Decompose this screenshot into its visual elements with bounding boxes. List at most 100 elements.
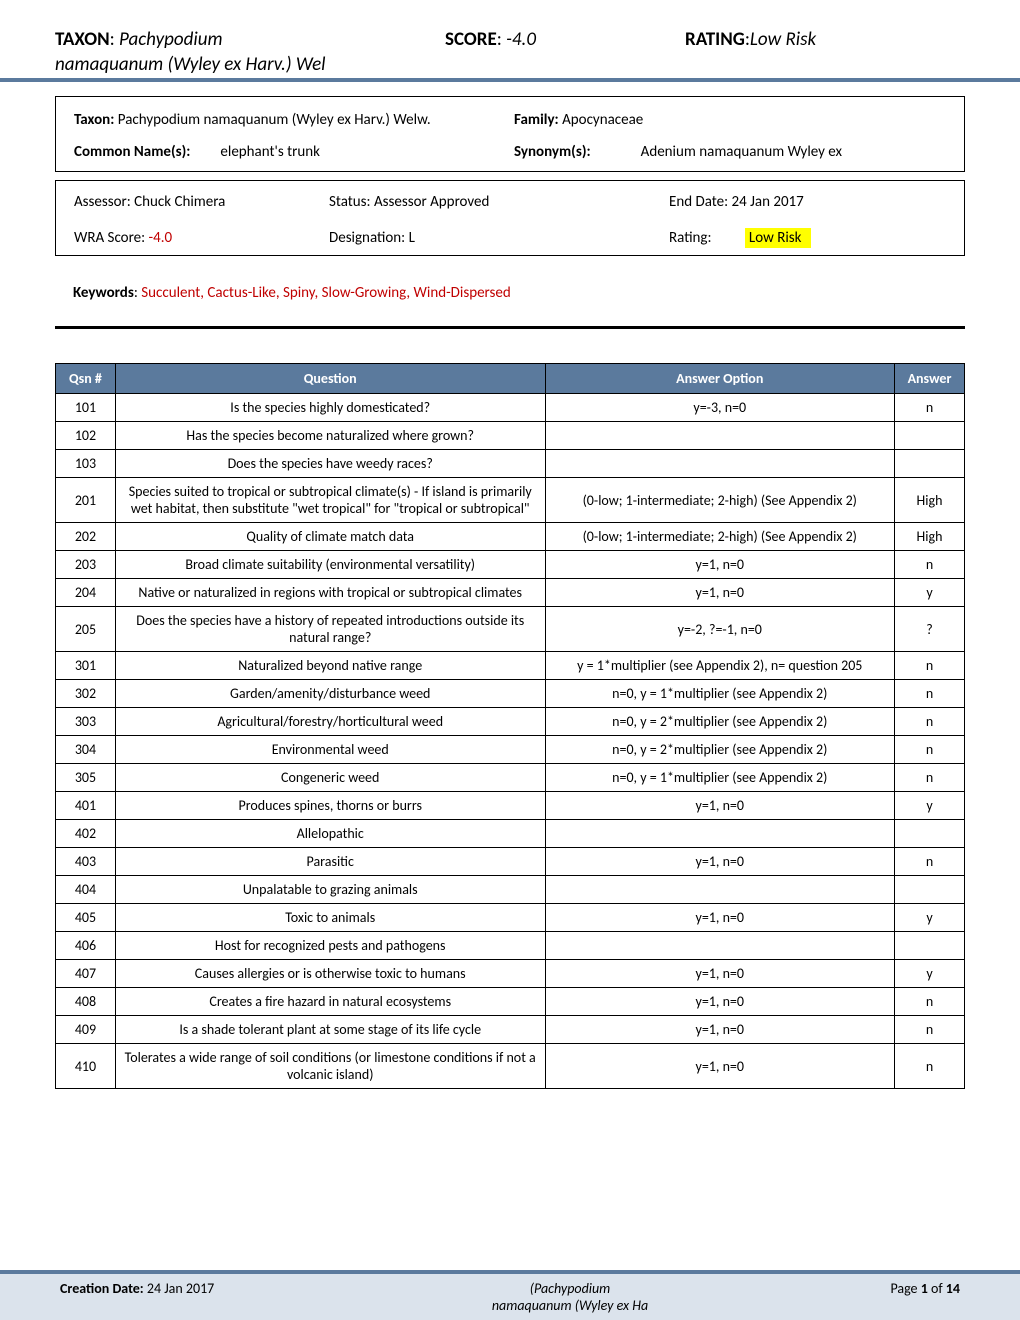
cell-opt: y=-3, n=0 [545,394,895,422]
cell-ans: n [895,1016,965,1044]
cell-qsn: 102 [56,422,116,450]
table-row: 409Is a shade tolerant plant at some sta… [56,1016,965,1044]
footer-taxon: (Pachypodium namaquanum (Wyley ex Ha [400,1280,740,1320]
footer-creation: Creation Date: 24 Jan 2017 [60,1280,400,1320]
cell-q: Congeneric weed [115,764,545,792]
cell-qsn: 204 [56,579,116,607]
page-header: TAXON: Pachypodium SCORE: -4.0 RATING:Lo… [0,0,1020,82]
page-of: of [931,1280,943,1297]
cell-q: Environmental weed [115,736,545,764]
cell-opt: y=1, n=0 [545,1044,895,1089]
cell-ans: y [895,904,965,932]
common-lbl: Common Name(s): [74,143,190,161]
cell-q: Tolerates a wide range of soil condition… [115,1044,545,1089]
cell-q: Agricultural/forestry/horticultural weed [115,708,545,736]
footer-taxon-1: (Pachypodium [530,1280,611,1297]
cell-qsn: 205 [56,607,116,652]
rating-value: Low Risk [750,28,816,51]
cell-ans: n [895,394,965,422]
cell-opt: y=1, n=0 [545,988,895,1016]
assessor-field: Assessor: Chuck Chimera [74,193,329,211]
cell-opt: n=0, y = 1*multiplier (see Appendix 2) [545,764,895,792]
cell-opt [545,932,895,960]
table-row: 203Broad climate suitability (environmen… [56,551,965,579]
end-lbl: End Date: [669,193,728,211]
cell-opt: (0-low; 1-intermediate; 2-high) (See App… [545,523,895,551]
cell-ans [895,820,965,848]
table-row: 408Creates a fire hazard in natural ecos… [56,988,965,1016]
cell-qsn: 403 [56,848,116,876]
table-row: 205Does the species have a history of re… [56,607,965,652]
cell-opt: y=1, n=0 [545,848,895,876]
assessor-lbl: Assessor: [74,193,131,211]
table-row: 406Host for recognized pests and pathoge… [56,932,965,960]
cell-opt: y = 1*multiplier (see Appendix 2), n= qu… [545,652,895,680]
header-score: SCORE: -4.0 [445,28,685,51]
cell-qsn: 103 [56,450,116,478]
creation-lbl: Creation Date: [60,1280,144,1297]
table-row: 302Garden/amenity/disturbance weedn=0, y… [56,680,965,708]
taxon-label: TAXON [55,28,110,51]
creation-val: 24 Jan 2017 [147,1280,214,1297]
rating-label: RATING [685,28,745,51]
cell-ans [895,876,965,904]
rating-lbl: Rating: [669,229,712,247]
cell-opt: y=1, n=0 [545,551,895,579]
cell-qsn: 409 [56,1016,116,1044]
cell-q: Parasitic [115,848,545,876]
cell-qsn: 201 [56,478,116,523]
th-answer: Answer [895,364,965,394]
cell-ans: n [895,708,965,736]
cell-opt: y=1, n=0 [545,960,895,988]
cell-qsn: 401 [56,792,116,820]
cell-qsn: 406 [56,932,116,960]
cell-q: Has the species become naturalized where… [115,422,545,450]
table-row: 303Agricultural/forestry/horticultural w… [56,708,965,736]
table-row: 404Unpalatable to grazing animals [56,876,965,904]
th-option: Answer Option [545,364,895,394]
designation-field: Designation: L [329,229,669,247]
taxon-value-1: Pachypodium [119,28,223,51]
cell-q: Native or naturalized in regions with tr… [115,579,545,607]
taxon-val: Pachypodium namaquanum (Wyley ex Harv.) … [118,111,431,129]
common-name-field: Common Name(s): elephant's trunk [74,143,514,161]
th-question: Question [115,364,545,394]
footer-page: Page 1 of 14 [740,1280,960,1320]
family-lbl: Family: [514,111,559,129]
desig-lbl: Designation: [329,229,405,247]
cell-q: Species suited to tropical or subtropica… [115,478,545,523]
page-total: 14 [946,1280,960,1297]
end-date-field: End Date: 24 Jan 2017 [669,193,946,211]
cell-q: Causes allergies or is otherwise toxic t… [115,960,545,988]
cell-ans: n [895,652,965,680]
cell-ans: High [895,523,965,551]
cell-ans: n [895,764,965,792]
th-qsn: Qsn # [56,364,116,394]
cell-q: Quality of climate match data [115,523,545,551]
table-row: 202Quality of climate match data(0-low; … [56,523,965,551]
table-row: 301Naturalized beyond native rangey = 1*… [56,652,965,680]
table-header-row: Qsn # Question Answer Option Answer [56,364,965,394]
wra-lbl: WRA Score: [74,229,145,247]
cell-qsn: 410 [56,1044,116,1089]
cell-q: Garden/amenity/disturbance weed [115,680,545,708]
table-row: 101Is the species highly domesticated?y=… [56,394,965,422]
cell-qsn: 402 [56,820,116,848]
cell-opt: n=0, y = 2*multiplier (see Appendix 2) [545,708,895,736]
footer-taxon-2: namaquanum (Wyley ex Ha [492,1297,648,1314]
assessor-val: Chuck Chimera [134,193,225,211]
cell-opt: n=0, y = 2*multiplier (see Appendix 2) [545,736,895,764]
cell-ans: n [895,848,965,876]
desig-val: L [409,229,415,247]
table-row: 410Tolerates a wide range of soil condit… [56,1044,965,1089]
table-row: 405Toxic to animalsy=1, n=0y [56,904,965,932]
family-field: Family: Apocynaceae [514,111,946,129]
cell-q: Toxic to animals [115,904,545,932]
end-val: 24 Jan 2017 [732,193,804,211]
cell-q: Produces spines, thorns or burrs [115,792,545,820]
table-row: 204Native or naturalized in regions with… [56,579,965,607]
cell-ans [895,932,965,960]
common-val: elephant's trunk [220,143,320,161]
cell-qsn: 404 [56,876,116,904]
rating-field: Rating: Low Risk [669,229,946,247]
